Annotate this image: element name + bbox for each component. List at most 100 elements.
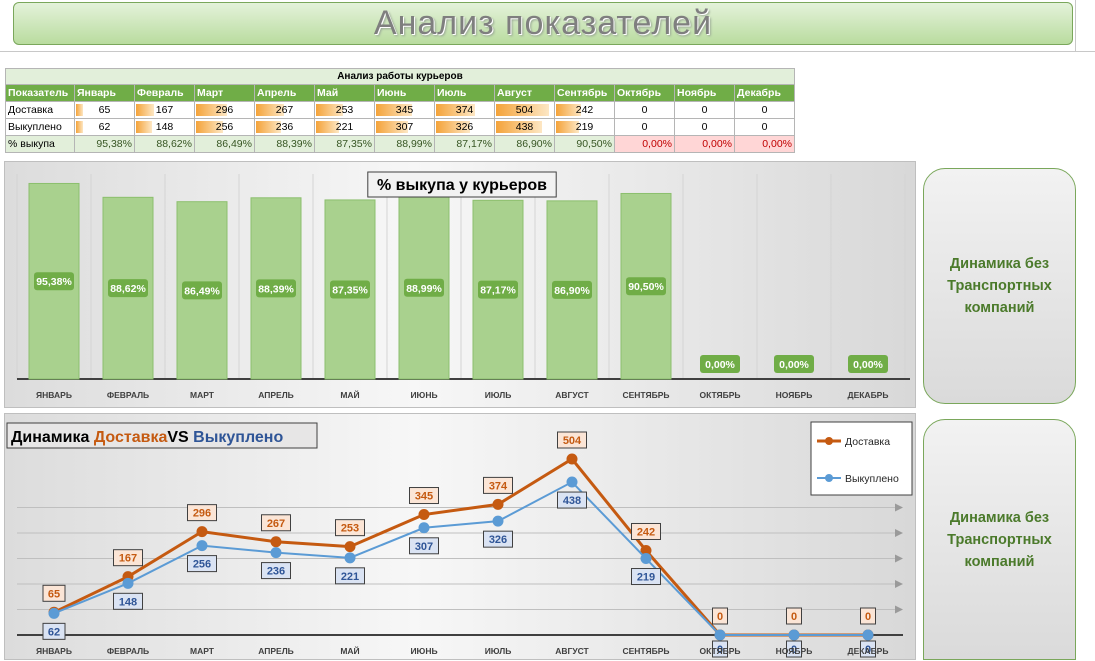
data-bar bbox=[196, 104, 228, 116]
series-point bbox=[344, 541, 356, 553]
x-tick-label: МАЙ bbox=[340, 389, 359, 400]
chart-title-box bbox=[367, 171, 557, 198]
data-label-box bbox=[256, 279, 296, 298]
gridline-arrow bbox=[895, 580, 903, 589]
data-label-box bbox=[848, 355, 888, 373]
table-cell: 86,49% bbox=[194, 135, 255, 153]
cell-value: 0 bbox=[701, 121, 708, 133]
chart-title-part: Выкуплено bbox=[193, 429, 283, 446]
table-cell: 167 bbox=[134, 101, 195, 119]
data-bar bbox=[496, 121, 543, 133]
dynamics-line-chart: 65 167 296 267 253 345 374 504 242 0 0 0 62 148 256 236… bbox=[6, 421, 913, 658]
data-label-box bbox=[712, 640, 728, 658]
data-label: 87,35% bbox=[332, 284, 368, 296]
data-label-box bbox=[774, 355, 814, 373]
data-label-box bbox=[786, 607, 802, 625]
data-bar bbox=[256, 121, 281, 133]
data-label: 0 bbox=[865, 611, 871, 623]
row-label: Выкуплено bbox=[5, 118, 75, 136]
x-tick-label: НОЯБРЬ bbox=[776, 646, 813, 656]
series-point bbox=[714, 629, 726, 641]
dynamics-without-transport-button-2[interactable]: Динамика без Транспортных компаний bbox=[923, 419, 1076, 660]
data-label: 167 bbox=[119, 553, 137, 565]
cell-value: 0 bbox=[761, 121, 768, 133]
header-cell: Апрель bbox=[254, 84, 315, 102]
data-label: 0,00% bbox=[705, 359, 735, 371]
table-cell: 0 bbox=[614, 118, 675, 136]
x-tick-label: ОКТЯБРЬ bbox=[699, 390, 740, 400]
legend-marker bbox=[825, 474, 833, 482]
data-label-box bbox=[108, 279, 148, 298]
data-label: 86,90% bbox=[554, 285, 590, 297]
cell-value: 0 bbox=[641, 121, 648, 133]
side-button-line: Динамика без bbox=[949, 256, 1050, 272]
x-tick-label: МАРТ bbox=[190, 390, 215, 400]
table-cell: 148 bbox=[134, 118, 195, 136]
row-label: Доставка bbox=[5, 101, 75, 119]
data-label-box bbox=[483, 530, 513, 548]
data-label-box bbox=[409, 537, 439, 555]
data-label: 95,38% bbox=[36, 276, 72, 288]
data-label: 345 bbox=[415, 491, 433, 503]
table-cell: 87,35% bbox=[314, 135, 375, 153]
data-bar bbox=[556, 121, 580, 133]
cell-value: 253 bbox=[335, 104, 354, 116]
data-bar bbox=[76, 104, 83, 116]
cell-value: 242 bbox=[575, 104, 594, 116]
data-label: 221 bbox=[341, 571, 359, 583]
table-cell: 242 bbox=[554, 101, 615, 119]
sheet-gridline bbox=[0, 51, 1095, 52]
table-cell: 0,00% bbox=[674, 135, 735, 153]
data-label-box bbox=[187, 504, 217, 522]
data-label-box bbox=[786, 640, 802, 658]
x-tick-label: СЕНТЯБРЬ bbox=[622, 646, 669, 656]
series-point bbox=[788, 629, 800, 641]
data-label: 236 bbox=[267, 566, 285, 578]
table-cell: 0,00% bbox=[614, 135, 675, 153]
chart-legend bbox=[810, 421, 913, 496]
x-tick-label: СЕНТЯБРЬ bbox=[622, 390, 669, 400]
data-bar bbox=[316, 121, 340, 133]
table-cell: 0,00% bbox=[734, 135, 795, 153]
data-label-box bbox=[34, 272, 74, 291]
side-button-line: компаний bbox=[964, 553, 1035, 570]
chart-title: % выкупа у курьеров bbox=[377, 177, 547, 194]
data-label: 86,49% bbox=[184, 285, 220, 297]
header-cell: Декабрь bbox=[734, 84, 795, 102]
x-tick-label: ИЮНЬ bbox=[410, 646, 437, 656]
table-row-delivery: Доставка 65 167 296 267 253 345 374 504 242 0 0 0 bbox=[5, 101, 795, 119]
data-bar bbox=[316, 104, 343, 116]
series-point bbox=[492, 498, 504, 510]
series-point bbox=[48, 607, 60, 619]
data-label: 256 bbox=[193, 559, 211, 571]
cell-value: 148 bbox=[155, 121, 174, 133]
table-caption: Анализ работы курьеров bbox=[5, 68, 795, 85]
series-point bbox=[196, 526, 208, 538]
data-bar bbox=[76, 121, 83, 133]
series-point bbox=[640, 544, 652, 556]
series-point bbox=[418, 509, 430, 521]
data-label: 267 bbox=[267, 518, 285, 530]
buyout-bar-chart-panel[interactable]: 95,38% ЯНВАРЬ 88,62% ФЕВРАЛЬ 86,49% МАРТ 88,39… bbox=[4, 161, 916, 408]
cell-value: 307 bbox=[395, 121, 414, 133]
x-tick-label: ЯНВАРЬ bbox=[36, 390, 72, 400]
cell-value: 256 bbox=[215, 121, 234, 133]
data-label: 374 bbox=[489, 480, 508, 492]
cell-value: 504 bbox=[515, 104, 534, 116]
data-label-box bbox=[261, 562, 291, 580]
table-cell: 0 bbox=[614, 101, 675, 119]
data-label-box bbox=[557, 431, 587, 449]
chart-title: Динамика ДоставкаVS Выкуплено bbox=[11, 429, 283, 446]
data-label-box bbox=[335, 567, 365, 585]
dynamics-line-chart-panel[interactable]: 65 167 296 267 253 345 374 504 242 0 0 0 62 148 256 236… bbox=[4, 413, 916, 660]
data-label: 87,17% bbox=[480, 285, 516, 297]
table-cell: 87,17% bbox=[434, 135, 495, 153]
series-point bbox=[862, 629, 874, 641]
dynamics-without-transport-button[interactable]: Динамика без Транспортных компаний bbox=[923, 168, 1076, 404]
data-label: 253 bbox=[341, 523, 359, 535]
cell-value: 236 bbox=[275, 121, 294, 133]
chart-title-part: VS bbox=[167, 429, 193, 446]
cell-value: 219 bbox=[575, 121, 594, 133]
series-point bbox=[566, 476, 578, 488]
series-point bbox=[122, 577, 134, 589]
